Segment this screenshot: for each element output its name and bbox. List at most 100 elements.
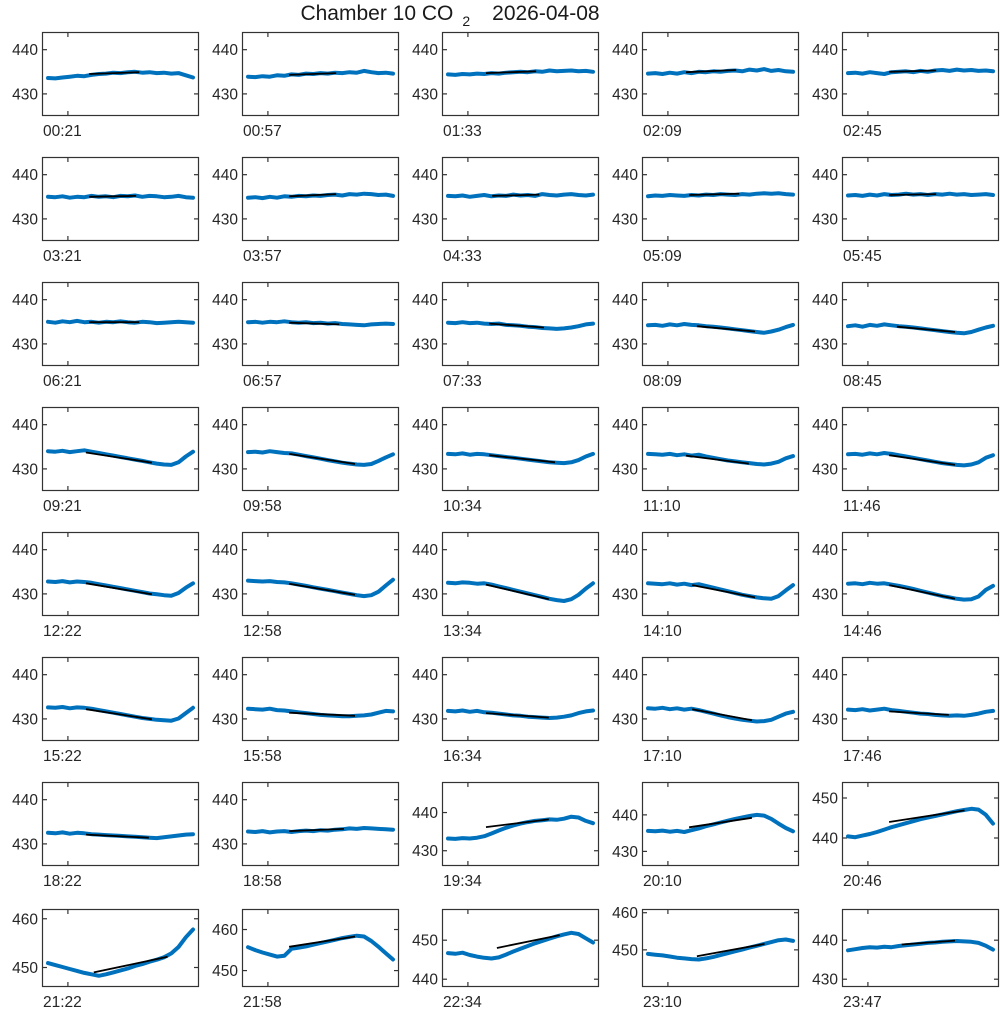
y-tick-label: 440: [12, 42, 38, 59]
fit-line: [685, 69, 737, 74]
subplot-canvas: 430 440 17:46: [812, 656, 1000, 765]
plot-box: [241, 908, 400, 988]
subplot-12:22: 430 440 12:22: [0, 531, 200, 657]
subplot-21:58: 450 460 21:58: [200, 907, 400, 1016]
plot-box: [241, 531, 400, 617]
y-tick-label: 440: [812, 542, 838, 559]
time-label: 14:10: [643, 623, 682, 640]
subplot-canvas: 430 440 14:10: [612, 531, 800, 640]
subplot-canvas: 430 440 19:34: [412, 781, 600, 890]
subplot-canvas: 430 440 05:09: [612, 156, 800, 265]
subplot-canvas: 440 450 20:46: [812, 781, 1000, 890]
subplot-00:21: 430 440 00:21: [0, 31, 200, 157]
fit-line: [889, 193, 937, 196]
subplot-canvas: 430 440 23:47: [812, 908, 1000, 1011]
plot-box: [641, 781, 800, 867]
y-tick-label: 450: [612, 942, 638, 959]
fit-line: [696, 325, 756, 333]
co2-trace: [846, 806, 995, 840]
subplot-18:58: 430 440 18:58: [200, 781, 400, 907]
y-tick-label: 430: [12, 711, 38, 728]
subplot-canvas: 430 440 09:21: [12, 406, 200, 515]
subplot-09:21: 430 440 09:21: [0, 406, 200, 532]
fit-line: [289, 711, 356, 717]
subplot-canvas: 430 440 00:21: [12, 31, 200, 140]
subplot-04:33: 430 440 04:33: [400, 156, 600, 282]
fit-line: [496, 934, 560, 949]
title-date: 2026-04-08: [492, 2, 600, 25]
co2-trace: [46, 927, 195, 978]
plot-box: [241, 781, 400, 867]
y-tick-label: 430: [212, 86, 238, 103]
plot-box: [241, 31, 400, 117]
plot-box: [641, 31, 800, 117]
y-tick-label: 430: [412, 211, 438, 228]
subplot-canvas: 430 440 18:22: [12, 781, 200, 890]
time-label: 23:10: [643, 994, 682, 1011]
time-label: 00:57: [243, 123, 282, 140]
subplot-08:45: 430 440 08:45: [800, 281, 1000, 407]
time-label: 20:10: [643, 873, 682, 890]
y-tick-label: 430: [812, 336, 838, 353]
time-label: 22:34: [443, 994, 482, 1011]
plot-box: [41, 156, 200, 242]
y-tick-label: 460: [612, 905, 638, 922]
y-tick-label: 440: [612, 292, 638, 309]
co2-trace: [46, 579, 195, 598]
time-label: 08:45: [843, 373, 882, 390]
plot-box: [441, 781, 600, 867]
time-label: 03:57: [243, 248, 282, 265]
y-tick-label: 450: [812, 791, 838, 808]
plot-box: [641, 531, 800, 617]
subplot-13:34: 430 440 13:34: [400, 531, 600, 657]
subplot-06:57: 430 440 06:57: [200, 281, 400, 407]
fit-line: [489, 454, 556, 464]
subplot-11:46: 430 440 11:46: [800, 406, 1000, 532]
time-label: 19:34: [443, 873, 482, 890]
y-tick-label: 440: [612, 667, 638, 684]
plot-box: [41, 781, 200, 867]
y-tick-label: 440: [12, 417, 38, 434]
co2-trace: [446, 814, 595, 841]
y-tick-label: 430: [612, 711, 638, 728]
fit-line: [888, 454, 956, 466]
time-label: 11:46: [843, 498, 881, 515]
y-tick-label: 430: [412, 336, 438, 353]
subplot-canvas: 440 450 22:34: [412, 908, 600, 1011]
y-tick-label: 450: [412, 933, 438, 950]
plot-box: [241, 156, 400, 242]
fit-line: [89, 195, 137, 198]
time-label: 15:22: [43, 748, 82, 765]
subplot-canvas: 430 440 08:45: [812, 281, 1000, 390]
subplot-15:22: 430 440 15:22: [0, 656, 200, 782]
plot-box: [41, 531, 200, 617]
fit-line: [85, 451, 153, 464]
plot-box: [841, 781, 1000, 867]
subplot-05:45: 430 440 05:45: [800, 156, 1000, 282]
fit-line: [485, 583, 550, 601]
y-tick-label: 430: [812, 461, 838, 478]
subplot-09:58: 430 440 09:58: [200, 406, 400, 532]
co2-trace: [46, 830, 195, 841]
time-label: 05:45: [843, 248, 882, 265]
y-tick-label: 440: [812, 167, 838, 184]
time-label: 06:57: [243, 373, 282, 390]
subplot-20:10: 430 440 20:10: [600, 781, 800, 907]
fit-line: [688, 816, 753, 829]
plot-box: [841, 281, 1000, 367]
fit-line: [696, 943, 765, 958]
fit-line: [492, 193, 540, 197]
subplot-canvas: 430 440 06:57: [212, 281, 400, 390]
subplot-23:47: 430 440 23:47: [800, 907, 1000, 1016]
fit-line: [901, 939, 956, 946]
time-label: 12:22: [43, 623, 82, 640]
y-tick-label: 440: [12, 292, 38, 309]
fit-line: [288, 935, 356, 948]
y-tick-label: 430: [212, 836, 238, 853]
y-tick-label: 440: [12, 167, 38, 184]
y-tick-label: 440: [412, 167, 438, 184]
co2-trace: [246, 319, 395, 328]
fit-line: [289, 193, 337, 198]
subplot-canvas: 430 440 20:10: [612, 781, 800, 890]
y-tick-label: 430: [12, 586, 38, 603]
